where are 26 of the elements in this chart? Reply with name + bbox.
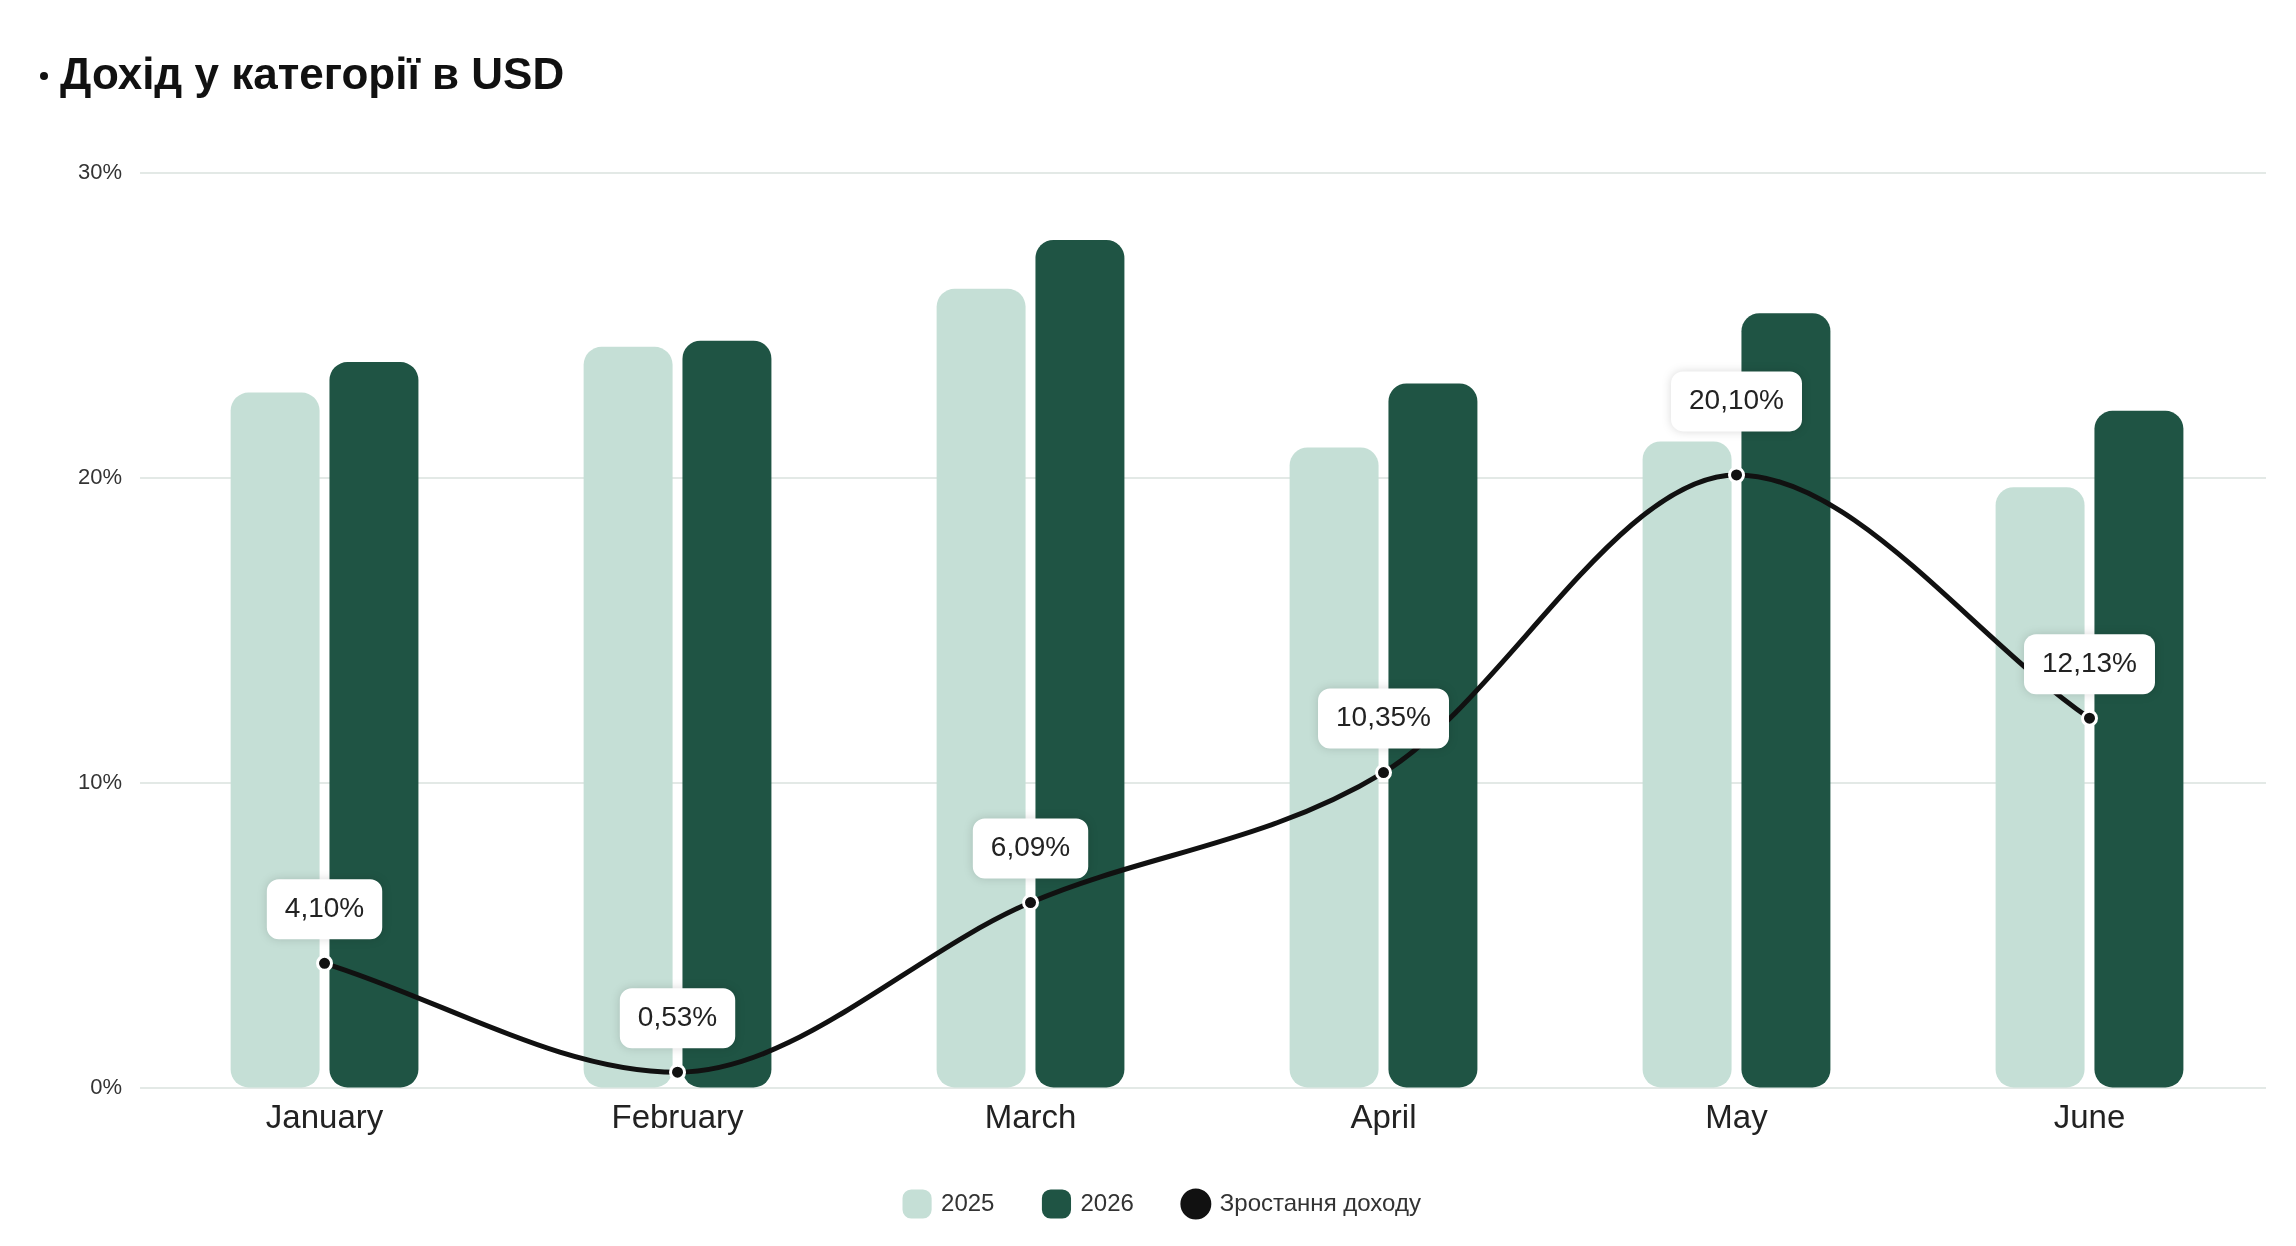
bar (1642, 441, 1732, 1088)
point (1022, 894, 1040, 912)
point (2081, 709, 2098, 727)
x-tick-label: February (611, 1098, 745, 1136)
y-tick-label: 10% (77, 769, 123, 795)
legend-label: Зростання доходу (1219, 1188, 1421, 1216)
x-tick-label: March (984, 1098, 1077, 1136)
data-label: 6,09% (990, 831, 1071, 863)
y-tick-label: 30% (77, 158, 123, 184)
data-label: 4,10% (284, 891, 365, 923)
data-label: 12,13% (2042, 646, 2137, 678)
point (316, 954, 334, 972)
point (1375, 764, 1393, 782)
x-tick-label: January (265, 1098, 384, 1136)
y-tick-label: 20% (77, 464, 123, 490)
x-tick-label: April (1350, 1098, 1417, 1136)
x-tick-label: May (1705, 1098, 1769, 1136)
chart-title: Дохід у категорії в USD (60, 48, 565, 98)
data-label: 0,53% (637, 1000, 718, 1032)
data-label: 10,35% (1336, 701, 1431, 733)
legend-label: 2025 (941, 1188, 995, 1216)
y-tick-label: 0% (90, 1074, 123, 1100)
legend-label: 2026 (1080, 1188, 1134, 1216)
data-label: 20,10% (1689, 384, 1784, 416)
point (1728, 466, 1746, 484)
x-tick-label: June (2053, 1098, 2126, 1136)
